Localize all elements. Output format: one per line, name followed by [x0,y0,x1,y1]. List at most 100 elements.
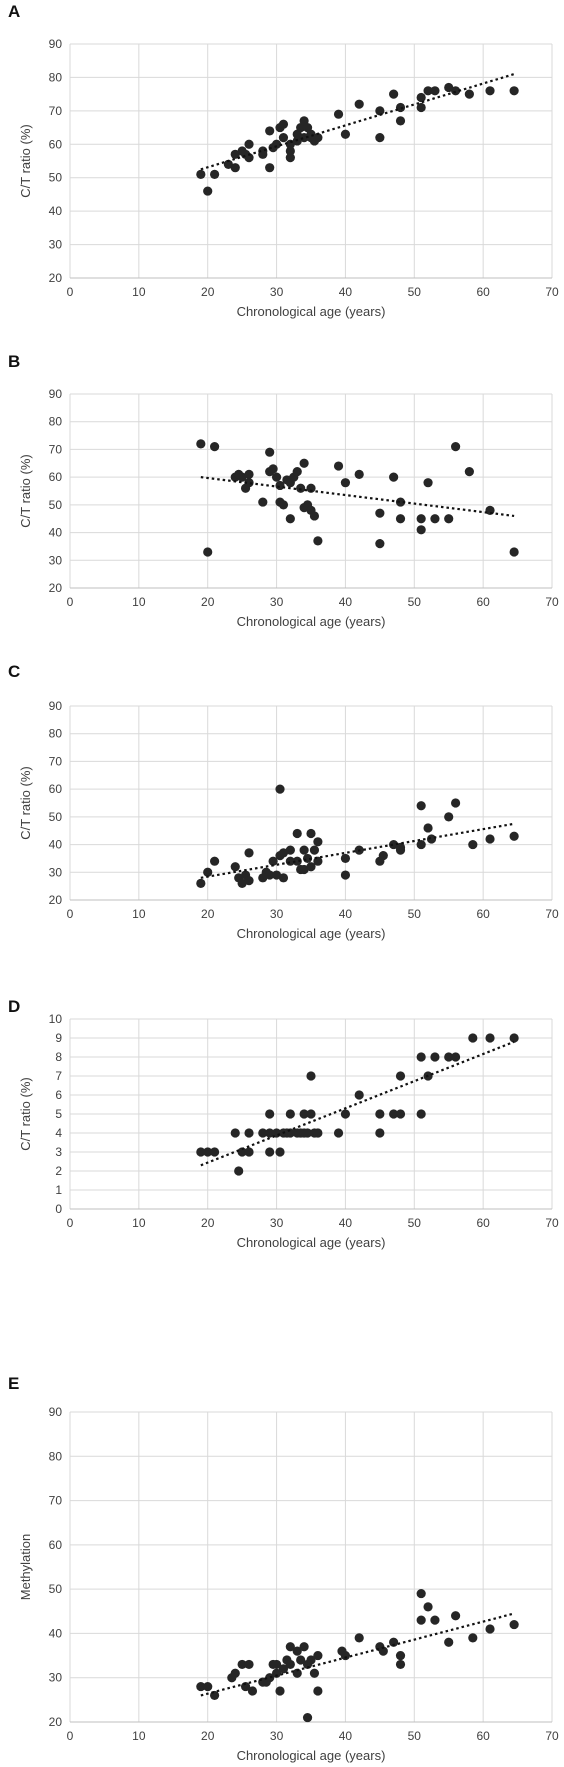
x-tick-label: 40 [339,1216,353,1230]
data-point [468,839,478,850]
y-tick-label: 40 [49,204,63,218]
data-point [196,878,206,888]
trendline [200,1612,515,1697]
y-tick-label: 40 [49,526,63,540]
y-tick-label: 80 [49,727,63,741]
data-point [265,870,275,880]
data-point [423,1602,433,1612]
data-point [292,467,302,477]
data-point [313,1686,323,1696]
data-point [296,483,306,493]
scatter-chart-e: 20 30 40 50 60 70 80 90 0 10 20 30 40 50 60 70 Chronolog… [18,1405,559,1763]
x-tick-label: 20 [201,595,215,609]
data-point [416,525,426,535]
data-point [210,856,220,866]
data-point [444,1637,454,1647]
x-tick-label: 60 [476,595,490,609]
data-point [285,514,295,524]
data-point [268,856,278,866]
data-point [395,845,406,855]
panel-a: A 20 30 40 50 60 70 80 90 0 10 20 30 40 50 60 70 Chronol… [0,0,564,340]
data-point [389,1109,399,1119]
y-tick-label: 30 [49,553,63,567]
x-tick-label: 60 [476,907,490,921]
data-point [275,784,285,794]
panel-d: D 0 1 2 3 4 5 6 7 8 9 10 0 10 20 30 40 50 60 70 Chronologic… [0,995,564,1315]
data-point [237,878,247,888]
data-point [485,1033,495,1043]
data-point [416,92,426,103]
data-point [265,126,275,136]
data-point [299,1642,309,1652]
x-axis-title: Chronological age (years) [237,1235,386,1250]
y-tick-label: 60 [49,782,63,796]
x-tick-label: 70 [545,1216,559,1230]
x-tick-label: 40 [339,1729,353,1743]
data-point [354,469,364,479]
data-point [340,1650,351,1661]
data-point [299,458,309,468]
data-point [375,133,385,143]
data-point [416,1052,426,1062]
y-tick-label: 70 [49,754,63,768]
x-tick-label: 10 [132,595,146,609]
x-axis-title: Chronological age (years) [237,614,386,629]
data-point [292,828,302,839]
data-point [485,86,495,96]
y-tick-label: 90 [49,699,63,713]
data-point [234,1166,244,1176]
y-axis-title: C/T ratio (%) [18,124,33,197]
data-point [306,828,316,839]
data-point [395,1659,406,1670]
y-axis-title: C/T ratio (%) [18,454,33,527]
data-point [416,514,426,524]
panel-letter: B [8,352,21,371]
y-tick-label: 50 [49,171,63,185]
y-tick-label: 20 [49,271,63,285]
y-tick-label: 5 [55,1107,62,1121]
data-point [451,86,461,96]
data-point [451,798,461,808]
data-point [416,839,426,850]
data-point [444,1052,454,1062]
data-point [230,1128,240,1138]
data-point [444,812,454,822]
data-point [340,853,351,864]
data-point [306,483,316,493]
data-point [299,864,309,875]
data-point [230,862,240,872]
data-point [313,536,323,546]
x-tick-label: 60 [476,1216,490,1230]
x-tick-label: 50 [408,1216,422,1230]
data-point [203,1681,213,1692]
data-point [285,1659,295,1670]
data-point [389,89,399,99]
data-point [340,1109,351,1119]
data-point [340,478,351,488]
data-point [265,1128,275,1138]
data-point [244,139,254,149]
data-point [244,153,254,163]
data-point [313,133,323,143]
y-tick-label: 30 [49,1671,63,1685]
x-tick-label: 0 [67,907,74,921]
data-point [464,467,474,477]
x-tick-label: 40 [339,595,353,609]
data-point [389,472,399,482]
data-point [306,1071,316,1081]
data-point [240,1681,251,1692]
y-tick-label: 90 [49,37,63,51]
x-tick-label: 10 [132,907,146,921]
data-point [468,1033,478,1043]
x-tick-label: 40 [339,285,353,299]
data-point [426,834,437,844]
data-point [378,1646,388,1656]
y-tick-label: 40 [49,838,63,852]
data-point [292,1646,302,1656]
data-point [247,1686,258,1696]
y-tick-label: 70 [49,1494,63,1508]
data-point [299,1109,309,1119]
y-tick-label: 30 [49,238,63,252]
y-tick-label: 60 [49,470,63,484]
data-point [258,1128,268,1138]
